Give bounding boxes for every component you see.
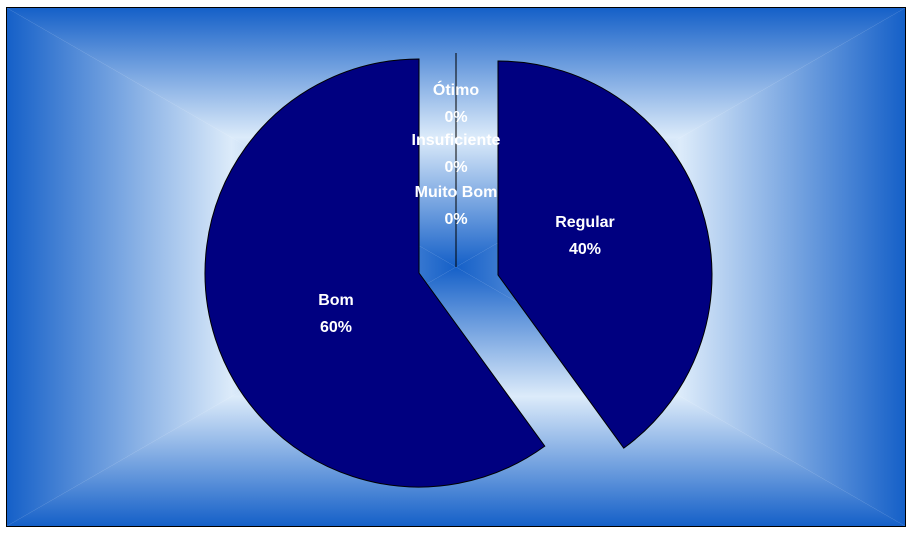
pie-chart: Ótimo 0% Insuficiente 0% Muito Bom 0% Regular 4…	[7, 8, 905, 526]
pie-slice-regular	[497, 60, 713, 449]
slice-label-percent: 40%	[569, 241, 601, 258]
slice-label-muito-bom: Muito Bom 0%	[415, 184, 498, 228]
slice-label-percent: 60%	[320, 319, 352, 336]
pie-slice-bom	[204, 58, 546, 488]
slice-label-percent: 0%	[444, 211, 467, 228]
slice-label-percent: 0%	[444, 159, 467, 176]
slice-label-name: Bom	[318, 292, 354, 309]
slice-label-name: Regular	[555, 214, 615, 231]
slice-label-name: Insuficiente	[412, 132, 501, 149]
slice-label-regular: Regular 40%	[555, 214, 615, 258]
slice-label-bom: Bom 60%	[318, 292, 354, 336]
slice-label-percent: 0%	[444, 109, 467, 126]
chart-area: Ótimo 0% Insuficiente 0% Muito Bom 0% Regular 4…	[6, 7, 906, 527]
slice-label-name: Ótimo	[433, 80, 479, 99]
slice-label-insuficiente: Insuficiente 0%	[412, 132, 501, 176]
slice-label-name: Muito Bom	[415, 184, 498, 201]
slice-label-ótimo: Ótimo 0%	[433, 80, 479, 126]
